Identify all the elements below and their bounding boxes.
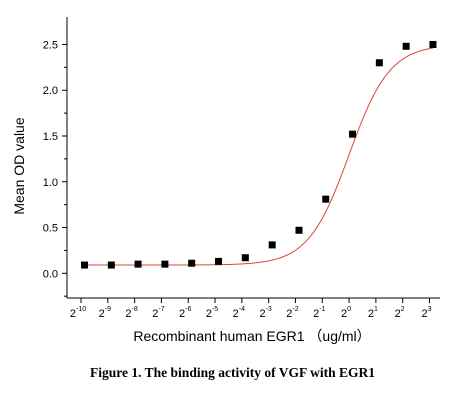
x-tick-label: 22 bbox=[395, 306, 405, 320]
y-tick-label: 2.5 bbox=[43, 39, 58, 51]
fit-curve bbox=[84, 47, 434, 266]
ticks: 0.0 0.5 1.0 1.5 2.0 2.5 2-10 2-9 2-8 2-7 2-6 2-5 2-4… bbox=[43, 39, 432, 320]
y-tick-label: 2.0 bbox=[43, 85, 58, 97]
data-point bbox=[107, 261, 115, 269]
x-tick-label: 2-3 bbox=[259, 306, 271, 320]
data-point bbox=[268, 241, 276, 249]
data-point bbox=[295, 226, 303, 234]
data-point bbox=[161, 260, 169, 268]
data-point bbox=[188, 259, 196, 267]
x-axis-title: Recombinant human EGR1 （ug/ml） bbox=[133, 328, 370, 344]
x-tick-label: 23 bbox=[421, 306, 431, 320]
data-point bbox=[402, 42, 410, 50]
y-tick-label: 0.5 bbox=[43, 223, 58, 235]
x-tick-label: 2-9 bbox=[99, 306, 111, 320]
data-point bbox=[429, 40, 437, 48]
y-tick-label: 0.0 bbox=[43, 268, 58, 280]
data-point bbox=[349, 130, 357, 138]
x-tick-label: 20 bbox=[341, 306, 351, 320]
x-tick-label: 2-5 bbox=[206, 306, 218, 320]
x-tick-label: 2-6 bbox=[179, 306, 191, 320]
x-tick-label: 2-4 bbox=[233, 306, 245, 320]
data-point bbox=[215, 257, 223, 265]
y-axis-title: Mean OD value bbox=[11, 117, 27, 214]
x-tick-label: 2-1 bbox=[313, 306, 325, 320]
data-points bbox=[81, 40, 437, 269]
data-point bbox=[134, 260, 142, 268]
y-tick-label: 1.5 bbox=[43, 131, 58, 143]
figure-caption: Figure 1. The binding activity of VGF wi… bbox=[90, 365, 375, 380]
data-point bbox=[375, 59, 383, 67]
axes bbox=[66, 17, 440, 299]
data-point bbox=[81, 261, 89, 269]
x-tick-label: 2-10 bbox=[70, 306, 86, 320]
data-point bbox=[241, 254, 249, 262]
x-tick-label: 2-8 bbox=[125, 306, 137, 320]
x-tick-label: 21 bbox=[368, 306, 378, 320]
x-tick-label: 2-7 bbox=[152, 306, 164, 320]
data-point bbox=[322, 195, 330, 203]
y-tick-label: 1.0 bbox=[43, 177, 58, 189]
x-tick-label: 2-2 bbox=[286, 306, 298, 320]
